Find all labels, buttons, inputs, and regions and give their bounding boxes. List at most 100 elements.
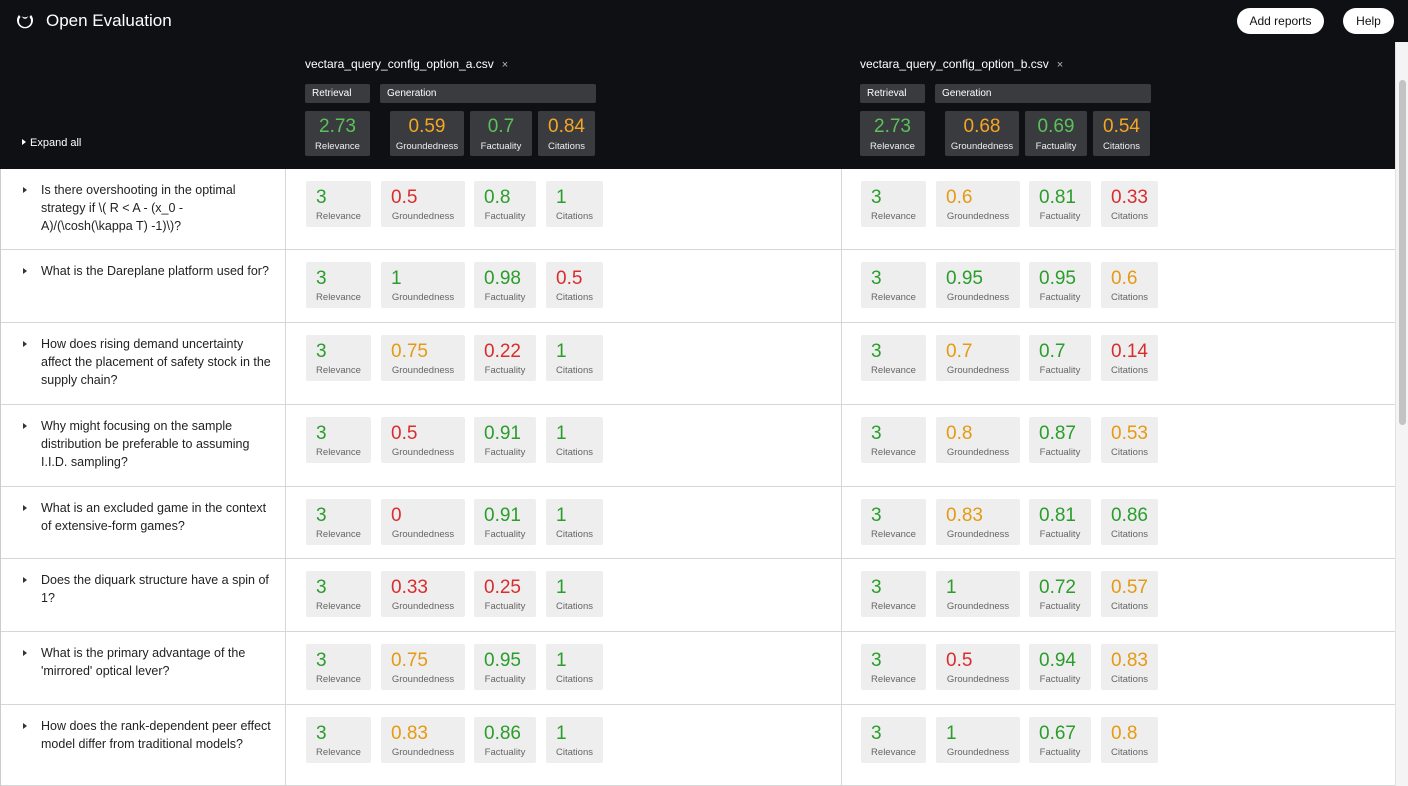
metric-label: Citations [1111,529,1148,540]
metric-label: Factuality [1039,601,1081,612]
summary-header: Expand all vectara_query_config_option_a… [0,42,1395,169]
metric-tile: 0.8 Groundedness [936,417,1020,463]
question-cell: Does the diquark structure have a spin o… [1,559,286,631]
metric-label: Groundedness [946,447,1010,458]
metric-label: Relevance [316,529,361,540]
question-text: What is an excluded game in the context … [41,501,267,533]
metric-value: 0.75 [391,341,428,362]
caret-right-icon[interactable] [23,423,27,429]
metric-label: Citations [1111,211,1148,222]
metric-label: Groundedness [946,292,1010,303]
metric-tile: 0.33 Citations [1101,181,1158,227]
table-row: Does the diquark structure have a spin o… [1,559,1396,632]
metric-label: Citations [1111,447,1148,458]
summary-metric-label: Groundedness [950,141,1014,152]
metric-tile: 3 Relevance [861,417,926,463]
metric-value: 0.22 [484,341,521,362]
metric-label: Factuality [484,447,526,458]
metric-tile: 0.5 Citations [546,262,603,308]
caret-right-icon[interactable] [23,577,27,583]
summary-metric-label: Citations [548,141,585,152]
metric-tile: 0.57 Citations [1101,571,1158,617]
metric-label: Relevance [871,365,916,376]
metric-value: 0.5 [391,423,418,444]
metric-label: Relevance [871,674,916,685]
summary-metric-tile: 2.73 Relevance [305,111,370,156]
metric-label: Factuality [484,211,526,222]
caret-right-icon[interactable] [23,268,27,274]
metric-value: 0.72 [1039,577,1076,598]
metric-value: 1 [946,723,957,744]
metric-tile: 3 Relevance [861,335,926,381]
metric-value: 1 [556,341,567,362]
report-name: vectara_query_config_option_b.csv × [860,57,1063,71]
close-icon[interactable]: × [501,59,509,71]
metric-value: 3 [871,423,882,444]
help-button[interactable]: Help [1343,8,1394,34]
report-summary-a: vectara_query_config_option_a.csv × Retrie… [305,42,605,169]
scrollbar-thumb[interactable] [1399,80,1406,425]
metric-value: 1 [556,187,567,208]
metric-tile: 1 Groundedness [381,262,465,308]
question-text: Why might focusing on the sample distrib… [41,419,250,469]
table-row: What is the primary advantage of the 'mi… [1,632,1396,705]
summary-metric-tile: 0.54 Citations [1093,111,1150,156]
metric-tile: 0.91 Factuality [474,417,536,463]
question-text: How does rising demand uncertainty affec… [41,337,271,387]
metric-value: 0.83 [946,505,983,526]
metric-tile: 0.5 Groundedness [381,181,465,227]
expand-all-button[interactable]: Expand all [22,137,81,149]
app-title: Open Evaluation [46,11,172,30]
metric-value: 0.98 [484,268,521,289]
caret-right-icon[interactable] [23,650,27,656]
column-divider [841,632,842,704]
metric-tile: 3 Relevance [306,499,371,545]
metric-tile: 1 Citations [546,571,603,617]
metric-tile: 0.83 Groundedness [936,499,1020,545]
caret-right-icon[interactable] [23,187,27,193]
summary-metric-value: 0.7 [487,116,515,137]
metric-tile: 0.7 Factuality [1029,335,1091,381]
caret-right-icon[interactable] [23,723,27,729]
vertical-scrollbar[interactable] [1395,42,1408,786]
metric-value: 0.95 [484,650,521,671]
metric-value: 0.7 [1039,341,1066,362]
metric-tile: 0.98 Factuality [474,262,536,308]
metric-label: Citations [556,601,593,612]
metric-label: Citations [1111,601,1148,612]
metric-label: Relevance [316,747,361,758]
metric-value: 3 [871,341,882,362]
summary-metric-tile: 0.69 Factuality [1025,111,1087,156]
metric-label: Relevance [871,447,916,458]
metric-value: 0.95 [1039,268,1076,289]
metric-tile: 3 Relevance [306,717,371,763]
metric-tile: 0.94 Factuality [1029,644,1091,690]
metric-value: 0.83 [391,723,428,744]
metric-label: Citations [556,292,593,303]
metric-value: 3 [871,268,882,289]
metric-label: Citations [556,747,593,758]
caret-right-icon[interactable] [23,505,27,511]
metric-label: Factuality [1039,747,1081,758]
metric-tile: 3 Relevance [306,262,371,308]
metric-value: 3 [871,723,882,744]
column-divider [841,323,842,404]
metric-label: Citations [1111,674,1148,685]
metric-tile: 0.6 Groundedness [936,181,1020,227]
report-filename: vectara_query_config_option_a.csv [305,57,494,71]
report-name: vectara_query_config_option_a.csv × [305,57,508,71]
caret-right-icon[interactable] [23,341,27,347]
metric-tile: 3 Relevance [861,717,926,763]
metric-label: Groundedness [391,601,455,612]
metric-value: 1 [946,577,957,598]
close-icon[interactable]: × [1056,59,1064,71]
summary-metric-value: 2.73 [874,116,911,137]
metric-value: 0.75 [391,650,428,671]
add-reports-button[interactable]: Add reports [1237,8,1324,34]
retrieval-group-label: Retrieval [860,84,925,103]
table-row: How does rising demand uncertainty affec… [1,323,1396,405]
metric-tile: 0.86 Factuality [474,717,536,763]
metric-tile: 1 Groundedness [936,717,1020,763]
summary-metric-label: Relevance [315,141,360,152]
